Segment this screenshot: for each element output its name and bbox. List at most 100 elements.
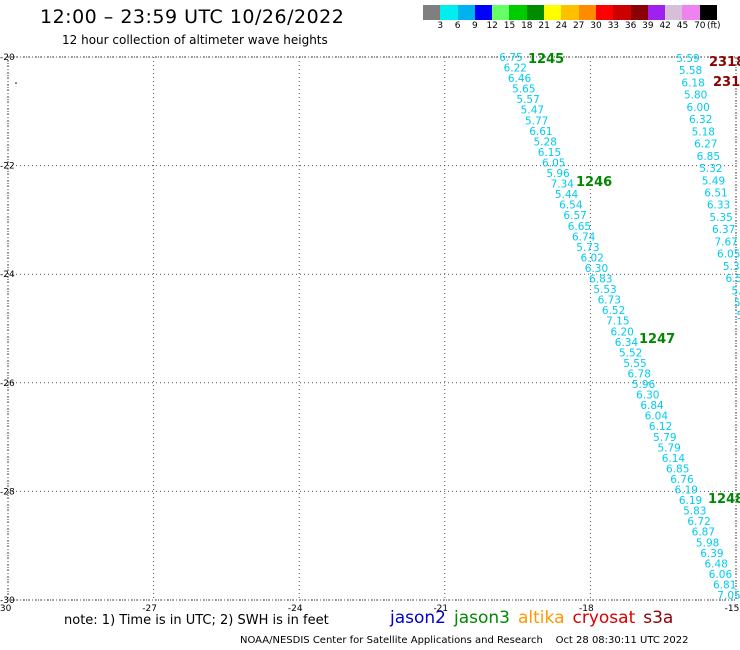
swh-value-label: 6.00: [686, 102, 709, 114]
swh-value-label: 5.: [736, 310, 740, 322]
swh-value-label: 6.37: [712, 224, 735, 236]
pass-time-label: 1248: [708, 492, 740, 507]
colorbar-tick-label: 12: [486, 21, 498, 31]
swh-value-label: 7.34: [551, 179, 575, 191]
pass-time-label: 1246: [576, 175, 612, 190]
colorbar-swatch: [665, 5, 683, 20]
colorbar-swatch: [544, 5, 562, 20]
swh-value-label: 6.32: [689, 114, 712, 126]
colorbar-swatch: [474, 5, 493, 20]
satellite-legend-item: s3a: [643, 608, 674, 628]
colorbar-swatch: [647, 5, 666, 20]
latitude-tick-label: -26: [0, 379, 15, 389]
swh-value-label: 6.02: [581, 252, 604, 264]
pass-time-label: 1247: [639, 332, 675, 347]
swh-value-label: 6.74: [572, 231, 596, 243]
colorbar-tick-label: 70: [694, 21, 706, 31]
colorbar-swatch: [561, 5, 579, 20]
colorbar-tick-label: 6: [454, 21, 461, 31]
swh-value-label: 6.85: [666, 463, 689, 475]
swh-value-label: 6.57: [563, 210, 586, 222]
swh-value-label: 6.04: [645, 411, 669, 423]
swh-value-label: 6.76: [670, 474, 694, 486]
swh-value-label: 6.05: [542, 157, 565, 169]
swh-value-label: 6.75: [499, 52, 522, 64]
latitude-tick-label: -22: [0, 162, 15, 172]
swh-value-label: 6.87: [692, 527, 715, 539]
colorbar-swatch: [457, 5, 475, 20]
swh-value-label: 6.14: [662, 453, 686, 465]
colorbar-tick-label: 27: [572, 21, 585, 31]
swh-value-label: 6.33: [707, 200, 730, 212]
swh-value-label: 5.59: [676, 53, 699, 65]
swh-value-label: 5.55: [623, 358, 646, 370]
swh-value-label: 5.49: [702, 175, 725, 187]
swh-value-label: 6.20: [610, 326, 633, 338]
colorbar-tick-label: 15: [503, 21, 516, 31]
credit-line: NOAA/NESDIS Center for Satellite Applica…: [240, 635, 689, 646]
longitude-tick-label: -18: [579, 604, 594, 614]
longitude-tick-label: -30: [0, 604, 12, 614]
swh-value-label: 6.30: [636, 390, 659, 402]
swh-value-label: 5.57: [516, 94, 539, 106]
colorbar-swatch: [682, 5, 700, 20]
swh-value-label: 6.34: [615, 337, 639, 349]
swh-value-label: 5.: [734, 298, 740, 310]
swh-value-label: 6.46: [508, 73, 532, 85]
swh-value-label: 6.15: [538, 147, 561, 159]
colorbar-tick-label: 18: [521, 21, 533, 31]
colorbar-unit: (ft): [707, 21, 721, 31]
colorbar-swatch: [699, 5, 718, 20]
colorbar-swatch: [423, 5, 441, 20]
swh-value-label: 5.77: [525, 115, 548, 127]
swh-value-label: 6.52: [602, 305, 625, 317]
colorbar-tick-label: 24: [555, 21, 568, 31]
wave-height-colorbar: [423, 5, 718, 20]
swh-value-label: 5.3: [723, 261, 740, 273]
swh-value-label: 6.18: [681, 77, 704, 89]
colorbar-swatch: [578, 5, 596, 20]
swh-value-label: 6.61: [529, 126, 552, 138]
swh-value-label: 6.22: [504, 63, 527, 75]
colorbar-swatch: [630, 5, 648, 20]
colorbar-swatch: [613, 5, 631, 20]
swh-value-label: 6.84: [640, 400, 664, 412]
longitude-tick-label: -27: [142, 604, 157, 614]
swh-value-label: 6.05: [717, 249, 740, 261]
satellite-legend-item: cryosat: [572, 608, 636, 628]
colorbar-tick-label: 42: [659, 21, 671, 31]
footer-note: note: 1) Time is in UTC; 2) SWH is in fe…: [64, 613, 329, 628]
swh-value-label: 5.73: [576, 242, 599, 254]
swh-value-label: 5.47: [521, 105, 544, 117]
satellite-legend-item: jason2: [390, 608, 446, 628]
satellite-legend-item: jason3: [454, 608, 510, 628]
latitude-tick-label: -20: [0, 53, 15, 63]
swh-value-label: 7.15: [606, 316, 629, 328]
swh-value-label: 5.65: [512, 84, 535, 96]
colorbar-tick-label: 21: [538, 21, 550, 31]
swh-value-label: 5.52: [619, 347, 642, 359]
swh-value-label: 6.30: [585, 263, 608, 275]
swh-value-label: 5.44: [555, 189, 579, 201]
longitude-tick-label: -21: [433, 604, 448, 614]
map-marker-dot: [15, 82, 17, 84]
latitude-tick-label: -28: [0, 487, 15, 497]
colorbar-tick-label: 3: [437, 21, 444, 31]
swh-value-label: 7.05: [717, 590, 740, 602]
swh-value-label: 7.67: [714, 236, 737, 248]
colorbar-swatch: [595, 5, 614, 20]
colorbar-tick-label: 9: [472, 21, 478, 31]
swh-value-label: 6.39: [700, 548, 723, 560]
pass-time-label: 231: [713, 75, 740, 90]
swh-value-label: 6.85: [697, 151, 720, 163]
swh-value-label: 6.81: [713, 579, 736, 591]
swh-value-label: 6.48: [704, 558, 727, 570]
swh-value-label: 6.73: [598, 295, 621, 307]
colorbar-tick-label: 30: [590, 21, 602, 31]
swh-value-label: 5.28: [534, 136, 557, 148]
swh-value-label: 5.: [731, 285, 740, 297]
swh-value-label: 5.35: [709, 212, 732, 224]
swh-value-label: 5.53: [593, 284, 616, 296]
swh-value-label: 6.78: [628, 368, 651, 380]
